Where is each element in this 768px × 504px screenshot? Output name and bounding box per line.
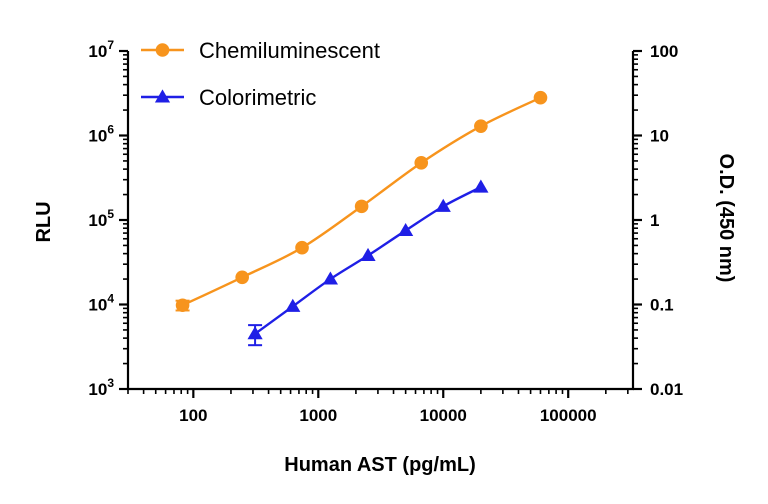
data-point — [473, 179, 489, 193]
y-left-tick-label: 104 — [88, 292, 114, 315]
x-tick-label: 1000 — [299, 406, 337, 425]
data-point — [285, 298, 301, 312]
y-left-tick-label: 103 — [88, 376, 114, 399]
y-left-axis-title: RLU — [33, 201, 55, 242]
legend-marker — [154, 89, 171, 103]
legend-label: Chemiluminescent — [199, 38, 380, 63]
x-tick-label: 100 — [179, 406, 207, 425]
legend-label: Colorimetric — [199, 85, 316, 110]
x-axis-title: Human AST (pg/mL) — [284, 454, 475, 476]
legend: Chemiluminescent Colorimetric — [141, 38, 380, 110]
data-point — [474, 119, 488, 133]
data-point — [295, 240, 309, 255]
legend-marker — [155, 43, 170, 57]
data-point — [414, 156, 429, 170]
y-right-tick-label: 1 — [650, 211, 659, 230]
series-layer — [175, 90, 548, 347]
y-right-tick-label: 100 — [650, 42, 678, 61]
data-point — [398, 222, 414, 237]
data-point — [322, 271, 339, 285]
data-point — [360, 247, 376, 261]
y-left-tick-label: 105 — [88, 207, 114, 230]
y-right-tick-label: 0.01 — [650, 380, 683, 399]
y-right-tick-label: 10 — [650, 127, 669, 146]
data-point — [175, 298, 190, 313]
data-point — [247, 326, 263, 340]
series-chemiluminescent — [175, 90, 548, 313]
y-right-axis-title: O.D. (450 nm) — [715, 154, 737, 283]
x-tick-label: 10000 — [420, 406, 467, 425]
y-right-tick-label: 0.1 — [650, 296, 674, 315]
y-left-tick-label: 106 — [88, 123, 114, 146]
y-left-tick-label: 107 — [88, 38, 114, 61]
axes: 100 1000 10000 100000 103 104 105 106 107 0.01 0.1… — [88, 38, 683, 425]
data-point — [354, 199, 369, 214]
legend-entry: Colorimetric — [141, 85, 316, 110]
data-point — [533, 90, 548, 105]
legend-entry: Chemiluminescent — [141, 38, 380, 63]
data-point — [235, 270, 249, 285]
series-colorimetric — [247, 179, 489, 347]
x-tick-label: 100000 — [540, 406, 597, 425]
data-point — [435, 198, 451, 212]
